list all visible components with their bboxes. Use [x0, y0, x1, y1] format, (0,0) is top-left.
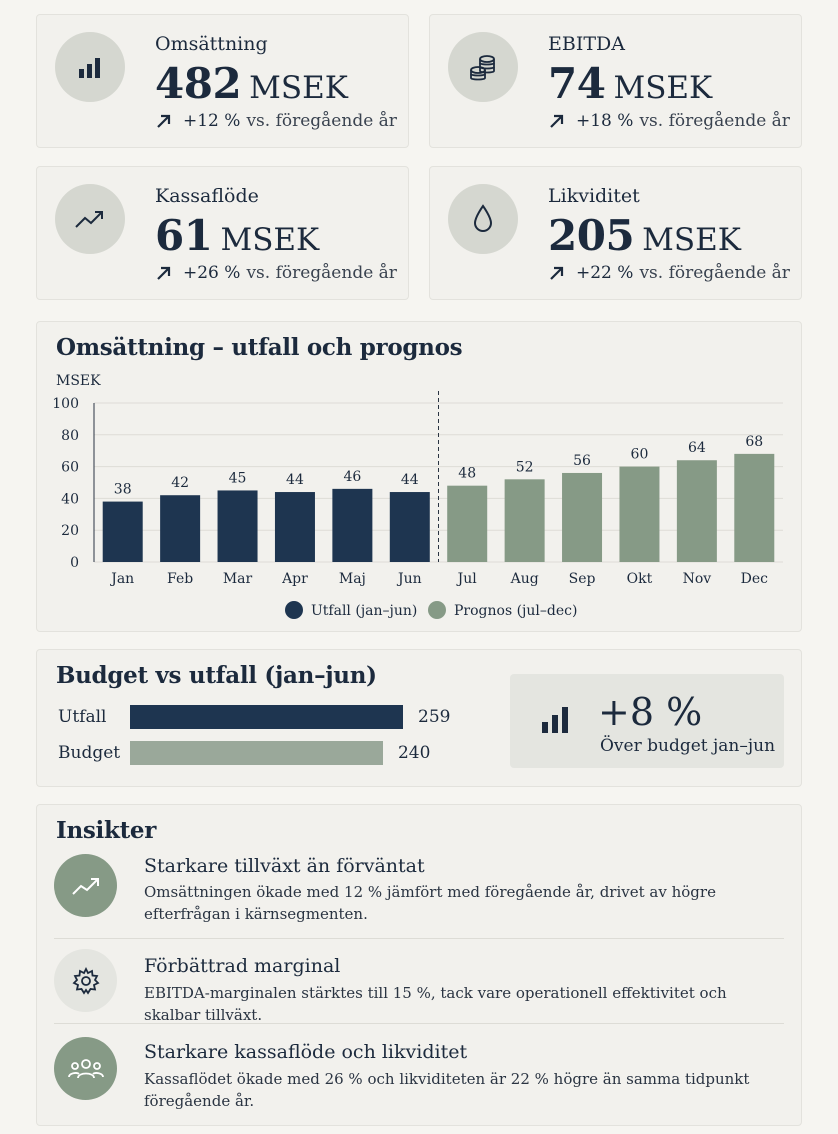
bar-jul — [447, 485, 488, 562]
bar-aug — [504, 479, 545, 562]
x-tick-label: Jan — [109, 571, 134, 587]
x-tick-label: Apr — [281, 571, 308, 587]
data-label: 38 — [114, 482, 132, 498]
trend-up-icon — [55, 184, 125, 254]
x-tick-label: Dec — [741, 571, 769, 587]
kpi-card-omsattning: Omsättning 482 MSEK +12 % vs. föregående å… — [36, 14, 409, 148]
budget-value-budget: 240 — [397, 743, 431, 763]
data-label: 60 — [631, 447, 649, 463]
data-label: 46 — [343, 469, 361, 485]
bar-chart-icon — [55, 32, 125, 102]
bar-mar — [217, 490, 258, 562]
revenue-chart-card: Omsättning – utfall och prognos MSEK 0 20 4… — [36, 321, 802, 632]
insight-title: Starkare tillväxt än förväntat — [144, 855, 425, 877]
data-label: 44 — [286, 472, 304, 488]
insight-title: Förbättrad marginal — [144, 955, 341, 977]
data-label: 56 — [573, 453, 591, 469]
bar-sep — [562, 472, 603, 562]
kpi-delta: +22 % vs. föregående år — [548, 263, 790, 283]
x-tick-label: Aug — [510, 571, 539, 587]
budget-row-label-utfall: Utfall — [58, 707, 107, 727]
arrow-up-right-icon — [548, 112, 566, 130]
insight-text: Kassaflödet ökade med 26 % och likvidite… — [144, 1070, 750, 1110]
kpi-card-kassaflode: Kassaflöde 61 MSEK +26 % vs. föregående år — [36, 166, 409, 300]
arrow-up-right-icon — [155, 264, 173, 282]
data-label: 48 — [458, 466, 476, 482]
bar-feb — [160, 495, 201, 562]
budget-callout: +8 % Över budget jan–jun — [510, 674, 784, 768]
droplet-icon — [448, 184, 518, 254]
data-label: 64 — [688, 440, 706, 456]
legend-swatch — [428, 601, 446, 619]
kpi-value: 482 MSEK — [155, 59, 348, 108]
coins-icon — [448, 32, 518, 102]
data-label: 42 — [171, 475, 189, 491]
y-tick-label: 100 — [52, 396, 79, 412]
x-tick-label: Feb — [167, 571, 193, 587]
x-tick-label: Sep — [569, 571, 596, 587]
x-tick-label: Okt — [627, 571, 653, 587]
bar-apr — [274, 492, 315, 562]
kpi-value: 205 MSEK — [548, 211, 741, 260]
bar-chart-icon — [540, 704, 572, 738]
bar-jan — [102, 501, 143, 562]
y-tick-label: 60 — [61, 460, 79, 476]
kpi-label: Likviditet — [548, 185, 640, 207]
kpi-value: 74 MSEK — [548, 59, 713, 108]
bar-maj — [332, 488, 373, 562]
x-tick-label: Jun — [396, 571, 422, 587]
budget-bar-utfall — [130, 705, 403, 729]
x-tick-label: Jul — [456, 571, 478, 587]
insights-title: Insikter — [56, 817, 157, 844]
y-axis-label: MSEK — [56, 373, 101, 389]
budget-title: Budget vs utfall (jan–jun) — [56, 662, 377, 689]
y-tick-label: 20 — [61, 523, 79, 539]
data-label: 45 — [229, 470, 247, 486]
insight-text: EBITDA-marginalen stärktes till 15 %, ta… — [144, 984, 727, 1024]
kpi-delta: +18 % vs. föregående år — [548, 111, 790, 131]
gear-icon — [54, 949, 117, 1012]
budget-callout-value: +8 % — [598, 690, 703, 734]
bar-jun — [389, 492, 430, 562]
insight-title: Starkare kassaflöde och likviditet — [144, 1041, 468, 1063]
x-tick-label: Mar — [223, 571, 253, 587]
kpi-card-likviditet: Likviditet 205 MSEK +22 % vs. föregående å… — [429, 166, 802, 300]
budget-row-label-budget: Budget — [58, 743, 121, 763]
x-tick-label: Nov — [683, 571, 712, 587]
insights-card: Insikter — [36, 804, 802, 1126]
kpi-delta: +12 % vs. föregående år — [155, 111, 397, 131]
y-tick-label: 80 — [61, 428, 79, 444]
kpi-delta: +26 % vs. föregående år — [155, 263, 397, 283]
kpi-card-ebitda: EBITDA 74 MSEK +18 % vs. föregående år — [429, 14, 802, 148]
budget-value-utfall: 259 — [418, 707, 451, 727]
y-tick-label: 0 — [70, 555, 79, 571]
legend-label: Prognos (jul–dec) — [454, 603, 577, 619]
bar-dec — [734, 453, 775, 562]
users-icon — [54, 1037, 117, 1100]
data-label: 68 — [745, 434, 763, 450]
legend-swatch — [285, 601, 303, 619]
bar-nov — [676, 460, 717, 562]
data-label: 52 — [516, 459, 534, 475]
arrow-up-right-icon — [155, 112, 173, 130]
arrow-up-right-icon — [548, 264, 566, 282]
x-tick-label: Maj — [339, 571, 366, 587]
insight-divider — [54, 1023, 784, 1024]
kpi-label: Kassaflöde — [155, 185, 259, 207]
insight-divider — [54, 938, 784, 939]
revenue-bar-chart: MSEK 0 20 40 60 80 100 38 Jan 42 Feb 45 Mar 44 Apr 46 Ma… — [52, 373, 783, 619]
trend-up-icon — [54, 854, 117, 917]
y-tick-label: 40 — [61, 491, 79, 507]
budget-callout-text: Över budget jan–jun — [600, 736, 776, 756]
kpi-label: EBITDA — [548, 33, 625, 55]
legend-label: Utfall (jan–jun) — [311, 603, 417, 619]
budget-bar-budget — [130, 741, 383, 765]
data-label: 44 — [401, 472, 419, 488]
kpi-label: Omsättning — [155, 33, 268, 55]
revenue-chart-title: Omsättning – utfall och prognos — [56, 334, 463, 361]
insight-text: Omsättningen ökade med 12 % jämfört med … — [144, 883, 716, 923]
kpi-value: 61 MSEK — [155, 211, 320, 260]
bar-okt — [619, 466, 660, 562]
